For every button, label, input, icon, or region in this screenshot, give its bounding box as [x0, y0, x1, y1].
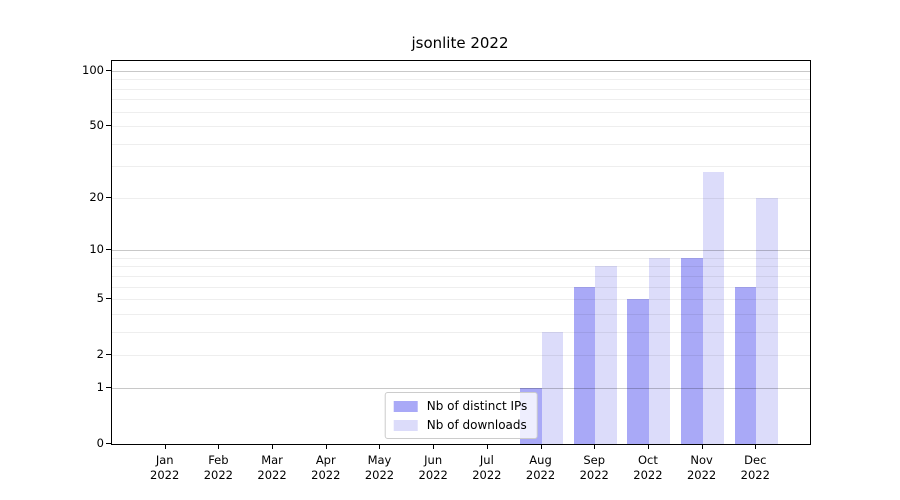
x-tick-mark [701, 444, 703, 449]
legend-swatch-distinct-ips [393, 400, 418, 412]
x-tick-mark [379, 444, 381, 449]
x-tick-mark [647, 444, 649, 449]
x-tick-mark [594, 444, 596, 449]
x-tick-label: Jun 2022 [418, 453, 448, 482]
bars-layer [112, 61, 810, 444]
y-tick-label: 10 [89, 242, 104, 257]
x-tick-label: Nov 2022 [686, 453, 717, 482]
legend-entry-distinct-ips: Nb of distinct IPs [393, 399, 528, 413]
y-tick-mark [106, 69, 111, 71]
bar-downloads-sep [595, 266, 617, 444]
x-tick-mark [218, 444, 220, 449]
legend-label-downloads: Nb of downloads [426, 418, 527, 432]
x-tick-mark [164, 444, 166, 449]
x-tick-mark [433, 444, 435, 449]
legend-entry-downloads: Nb of downloads [393, 418, 528, 432]
x-tick-label: Dec 2022 [740, 453, 770, 482]
bar-downloads-oct [648, 257, 671, 444]
legend: Nb of distinct IPs Nb of downloads [384, 392, 538, 439]
x-tick-mark [755, 444, 757, 449]
bar-distinct-ips-dec [734, 286, 757, 444]
bar-downloads-aug [541, 331, 564, 444]
x-tick-label: Jul 2022 [472, 453, 502, 482]
x-tick-label: Feb 2022 [203, 453, 234, 482]
x-tick-label: Oct 2022 [633, 453, 663, 482]
legend-swatch-downloads [393, 419, 418, 431]
bar-downloads-nov [702, 171, 725, 444]
bar-distinct-ips-oct [627, 299, 649, 444]
x-tick-label: Aug 2022 [525, 453, 556, 482]
bar-distinct-ips-sep [573, 286, 596, 444]
x-tick-mark [325, 444, 327, 449]
y-tick-mark [106, 125, 111, 127]
x-tick-label: Sep 2022 [579, 453, 609, 482]
y-tick-mark [106, 354, 111, 356]
x-tick-label: Apr 2022 [311, 453, 341, 482]
y-tick-label: 5 [96, 291, 104, 306]
x-tick-mark [486, 444, 488, 449]
chart-title: jsonlite 2022 [411, 34, 509, 52]
y-tick-label: 20 [89, 189, 104, 204]
x-tick-mark [540, 444, 542, 449]
y-tick-mark [106, 249, 111, 251]
y-tick-label: 1 [96, 379, 104, 394]
y-tick-label: 50 [89, 118, 104, 133]
bar-downloads-dec [756, 197, 778, 444]
legend-label-distinct-ips: Nb of distinct IPs [426, 399, 528, 413]
y-tick-mark [106, 196, 111, 198]
x-tick-label: May 2022 [364, 453, 395, 482]
x-tick-label: Mar 2022 [257, 453, 287, 482]
x-tick-label: Jan 2022 [150, 453, 180, 482]
y-tick-mark [106, 386, 111, 388]
bar-distinct-ips-nov [681, 257, 703, 444]
plot-area: Nb of distinct IPs Nb of downloads [111, 60, 811, 445]
y-tick-label: 0 [96, 436, 104, 450]
y-tick-mark [106, 298, 111, 300]
y-tick-mark [106, 443, 111, 444]
y-tick-label: 100 [82, 62, 104, 77]
x-tick-mark [272, 444, 274, 449]
y-tick-label: 2 [96, 347, 104, 362]
